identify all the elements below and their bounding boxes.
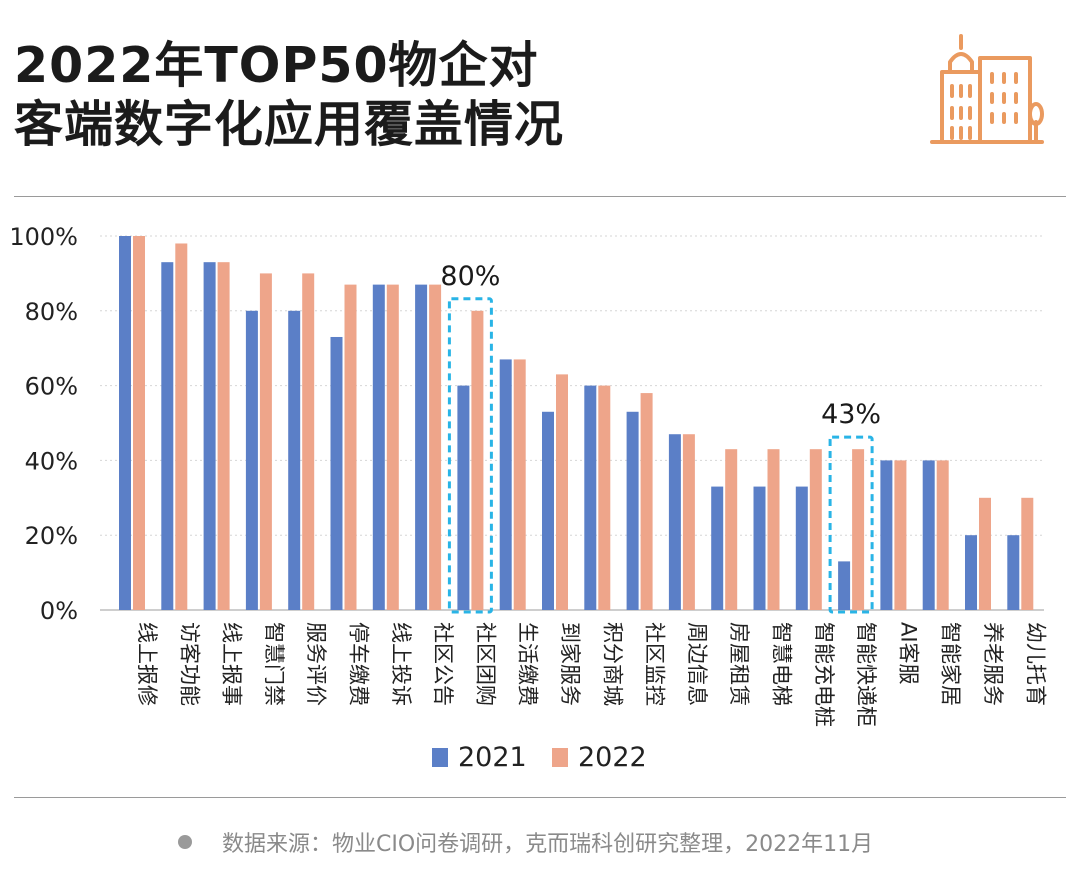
x-tick-label: 访客功能 <box>177 622 201 706</box>
bullet-icon <box>178 835 192 849</box>
bar-2021 <box>965 535 977 610</box>
x-tick-label: 智能快递柜 <box>854 622 878 727</box>
bar-2022 <box>344 284 357 610</box>
bar-2022 <box>471 310 484 610</box>
bar-2021 <box>245 310 258 610</box>
bar-2022 <box>217 262 230 610</box>
y-tick-label: 20% <box>25 522 78 550</box>
bar-2021 <box>499 359 512 610</box>
x-tick-label: 服务评价 <box>304 622 328 706</box>
x-tick-label: 智慧门禁 <box>262 622 286 706</box>
top-divider <box>14 196 1066 197</box>
bar-2022 <box>1021 497 1034 610</box>
annotation-label: 80% <box>440 261 500 292</box>
bar-2022 <box>725 449 738 610</box>
bar-2022 <box>302 273 315 610</box>
x-tick-label: 生活缴费 <box>516 622 540 706</box>
x-tick-label: 社区团购 <box>473 622 497 706</box>
legend-swatch-2022 <box>552 748 568 767</box>
x-tick-label: 智能充电桩 <box>812 622 836 727</box>
bar-2021 <box>1007 535 1020 610</box>
bar-2021 <box>626 411 639 610</box>
y-tick-label: 100% <box>9 223 78 251</box>
bar-2022 <box>936 460 949 610</box>
bar-chart: 0% 20% 40% 60% 80% 100% 线上报修 访客功能 线上报事 智慧门禁 服务评价 停车… <box>9 223 1047 773</box>
y-tick-label: 80% <box>25 298 78 326</box>
bar-2021 <box>795 486 808 610</box>
y-tick-label: 60% <box>25 373 78 401</box>
bar-2022 <box>682 434 695 610</box>
bar-2021 <box>330 336 343 610</box>
bar-2021 <box>372 284 385 610</box>
bar-2022 <box>556 374 568 610</box>
x-tick-label: AI客服 <box>896 622 920 685</box>
x-tick-label: 积分商城 <box>600 622 624 706</box>
x-tick-label: 房屋租赁 <box>727 622 751 706</box>
x-tick-label: 幼儿托育 <box>1023 622 1047 706</box>
source-note: 数据来源：物业CIO问卷调研，克而瑞科创研究整理，2022年11月 <box>178 826 873 858</box>
bar-2022 <box>640 393 653 610</box>
bar-2022 <box>513 359 526 610</box>
bar-2021 <box>161 262 174 610</box>
bar-2021 <box>880 460 893 610</box>
bar-2022 <box>852 449 865 610</box>
bar-2022 <box>386 284 399 610</box>
y-tick-label: 0% <box>40 597 78 625</box>
annotation-label: 43% <box>821 399 881 430</box>
bar-2021 <box>203 262 216 610</box>
x-tick-label: 线上报修 <box>135 622 159 706</box>
bar-2021 <box>415 284 428 610</box>
bar-2021 <box>584 385 597 610</box>
bar-2021 <box>711 486 724 610</box>
highlight-box <box>828 435 874 614</box>
x-tick-label: 线上报事 <box>220 622 244 706</box>
bar-2022 <box>175 243 188 611</box>
bar-2021 <box>838 561 851 610</box>
city-buildings-icon <box>930 34 1044 144</box>
bar-2022 <box>429 284 442 610</box>
bar-2022 <box>259 273 272 610</box>
highlight-box <box>447 297 493 614</box>
bottom-divider <box>14 797 1066 798</box>
x-tick-label: 周边信息 <box>685 622 709 706</box>
x-tick-label: 到家服务 <box>558 622 582 706</box>
bar-2022 <box>598 385 611 610</box>
page-title: 2022年TOP50物企对 客端数字化应用覆盖情况 <box>14 36 564 154</box>
y-tick-label: 40% <box>25 447 78 475</box>
bar-2022 <box>133 236 145 610</box>
bar-2021 <box>668 434 681 610</box>
x-tick-label: 智慧电梯 <box>770 622 794 706</box>
x-tick-label: 智能家居 <box>939 622 963 706</box>
bar-2022 <box>894 460 907 610</box>
bar-2022 <box>809 449 822 610</box>
bar-2021 <box>542 411 554 610</box>
title-line-2: 客端数字化应用覆盖情况 <box>14 96 565 153</box>
legend-swatch-2021 <box>432 748 448 767</box>
x-tick-label: 社区监控 <box>643 622 667 706</box>
bar-2021 <box>119 236 131 610</box>
legend-label: 2021 <box>458 742 527 773</box>
bar-2022 <box>979 497 991 610</box>
bar-2021 <box>288 310 301 610</box>
bar-2021 <box>922 460 935 610</box>
bar-2021 <box>753 486 766 610</box>
x-tick-label: 社区公告 <box>431 622 455 706</box>
legend-label: 2022 <box>578 742 647 773</box>
source-text: 数据来源：物业CIO问卷调研，克而瑞科创研究整理，2022年11月 <box>222 832 874 857</box>
bar-2021 <box>457 385 470 610</box>
title-line-1: 2022年TOP50物企对 <box>14 37 539 94</box>
x-tick-label: 养老服务 <box>981 622 1005 706</box>
x-tick-label: 停车缴费 <box>347 622 371 706</box>
bar-2022 <box>767 449 780 610</box>
x-tick-label: 线上投诉 <box>389 622 413 706</box>
